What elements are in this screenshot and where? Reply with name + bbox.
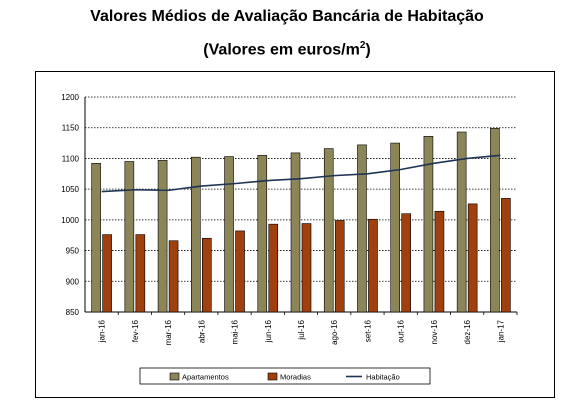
bar-apartamentos xyxy=(423,136,434,313)
bar-apartamentos xyxy=(91,163,101,313)
bar-apartamentos xyxy=(257,155,268,313)
x-tick-label: mai-16 xyxy=(231,319,240,344)
x-tick-label: nov-16 xyxy=(430,319,439,344)
y-tick-label: 1100 xyxy=(62,154,80,163)
bar-apartamentos xyxy=(224,156,234,313)
bar-moradias xyxy=(401,213,411,313)
bar-moradias xyxy=(102,234,112,313)
chart-title: Valores Médios de Avaliação Bancária de … xyxy=(90,8,484,25)
legend-box xyxy=(139,367,431,385)
bar-apartamentos xyxy=(157,159,168,313)
x-tick-label: set-16 xyxy=(363,319,372,342)
x-tick-label: jun-16 xyxy=(264,319,273,343)
x-tick-label: abr-16 xyxy=(197,319,206,343)
x-tick-label: fev-16 xyxy=(131,319,140,342)
y-tick-label: 850 xyxy=(66,308,80,317)
x-tick-label: jan-17 xyxy=(496,319,505,343)
bar-moradias xyxy=(301,223,312,313)
legend-apartamentos-swatch xyxy=(169,372,180,381)
bar-apartamentos xyxy=(456,131,467,313)
legend-moradias-label: Moradias xyxy=(280,373,311,382)
bar-apartamentos xyxy=(124,161,135,313)
y-tick-label: 950 xyxy=(66,247,80,256)
bar-apartamentos xyxy=(323,148,334,313)
chart-subtitle: (Valores em euros/m2) xyxy=(0,40,574,59)
subtitle-superscript: 2 xyxy=(359,40,366,51)
x-tick-label: out-16 xyxy=(397,319,406,342)
bar-apartamentos xyxy=(490,128,500,313)
bar-apartamentos xyxy=(290,152,301,313)
x-tick-label: mar-16 xyxy=(164,319,173,345)
legend-apartamentos-label: Apartamentos xyxy=(182,373,229,382)
bar-moradias xyxy=(434,210,445,313)
x-tick-label: dez-16 xyxy=(463,319,472,344)
bar-moradias xyxy=(168,240,179,313)
x-tick-label: ago-16 xyxy=(330,319,339,344)
x-tick-label: jul-16 xyxy=(297,319,306,340)
bar-moradias xyxy=(135,234,146,313)
bar-apartamentos xyxy=(357,144,367,313)
bar-moradias xyxy=(368,218,378,313)
y-tick-label: 1150 xyxy=(62,124,80,133)
line-habitacao xyxy=(101,154,501,193)
bar-moradias xyxy=(202,237,212,313)
legend-habitacao-label: Habitação xyxy=(366,373,400,382)
bar-moradias xyxy=(235,230,245,313)
bar-moradias xyxy=(467,203,478,313)
bar-moradias xyxy=(268,223,279,313)
bar-apartamentos xyxy=(390,142,400,313)
bar-apartamentos xyxy=(191,156,201,313)
y-tick-label: 1200 xyxy=(61,93,79,102)
bar-moradias xyxy=(501,198,511,313)
y-tick-label: 1050 xyxy=(61,185,79,194)
y-tick-label: 900 xyxy=(66,277,80,286)
legend-moradias-swatch xyxy=(267,372,278,381)
subtitle-suffix: ) xyxy=(365,41,371,59)
bar-moradias xyxy=(334,220,345,313)
subtitle-prefix: (Valores em euros/m xyxy=(203,41,360,59)
x-tick-label: jan-16 xyxy=(98,319,107,343)
y-tick-label: 1000 xyxy=(61,216,79,225)
